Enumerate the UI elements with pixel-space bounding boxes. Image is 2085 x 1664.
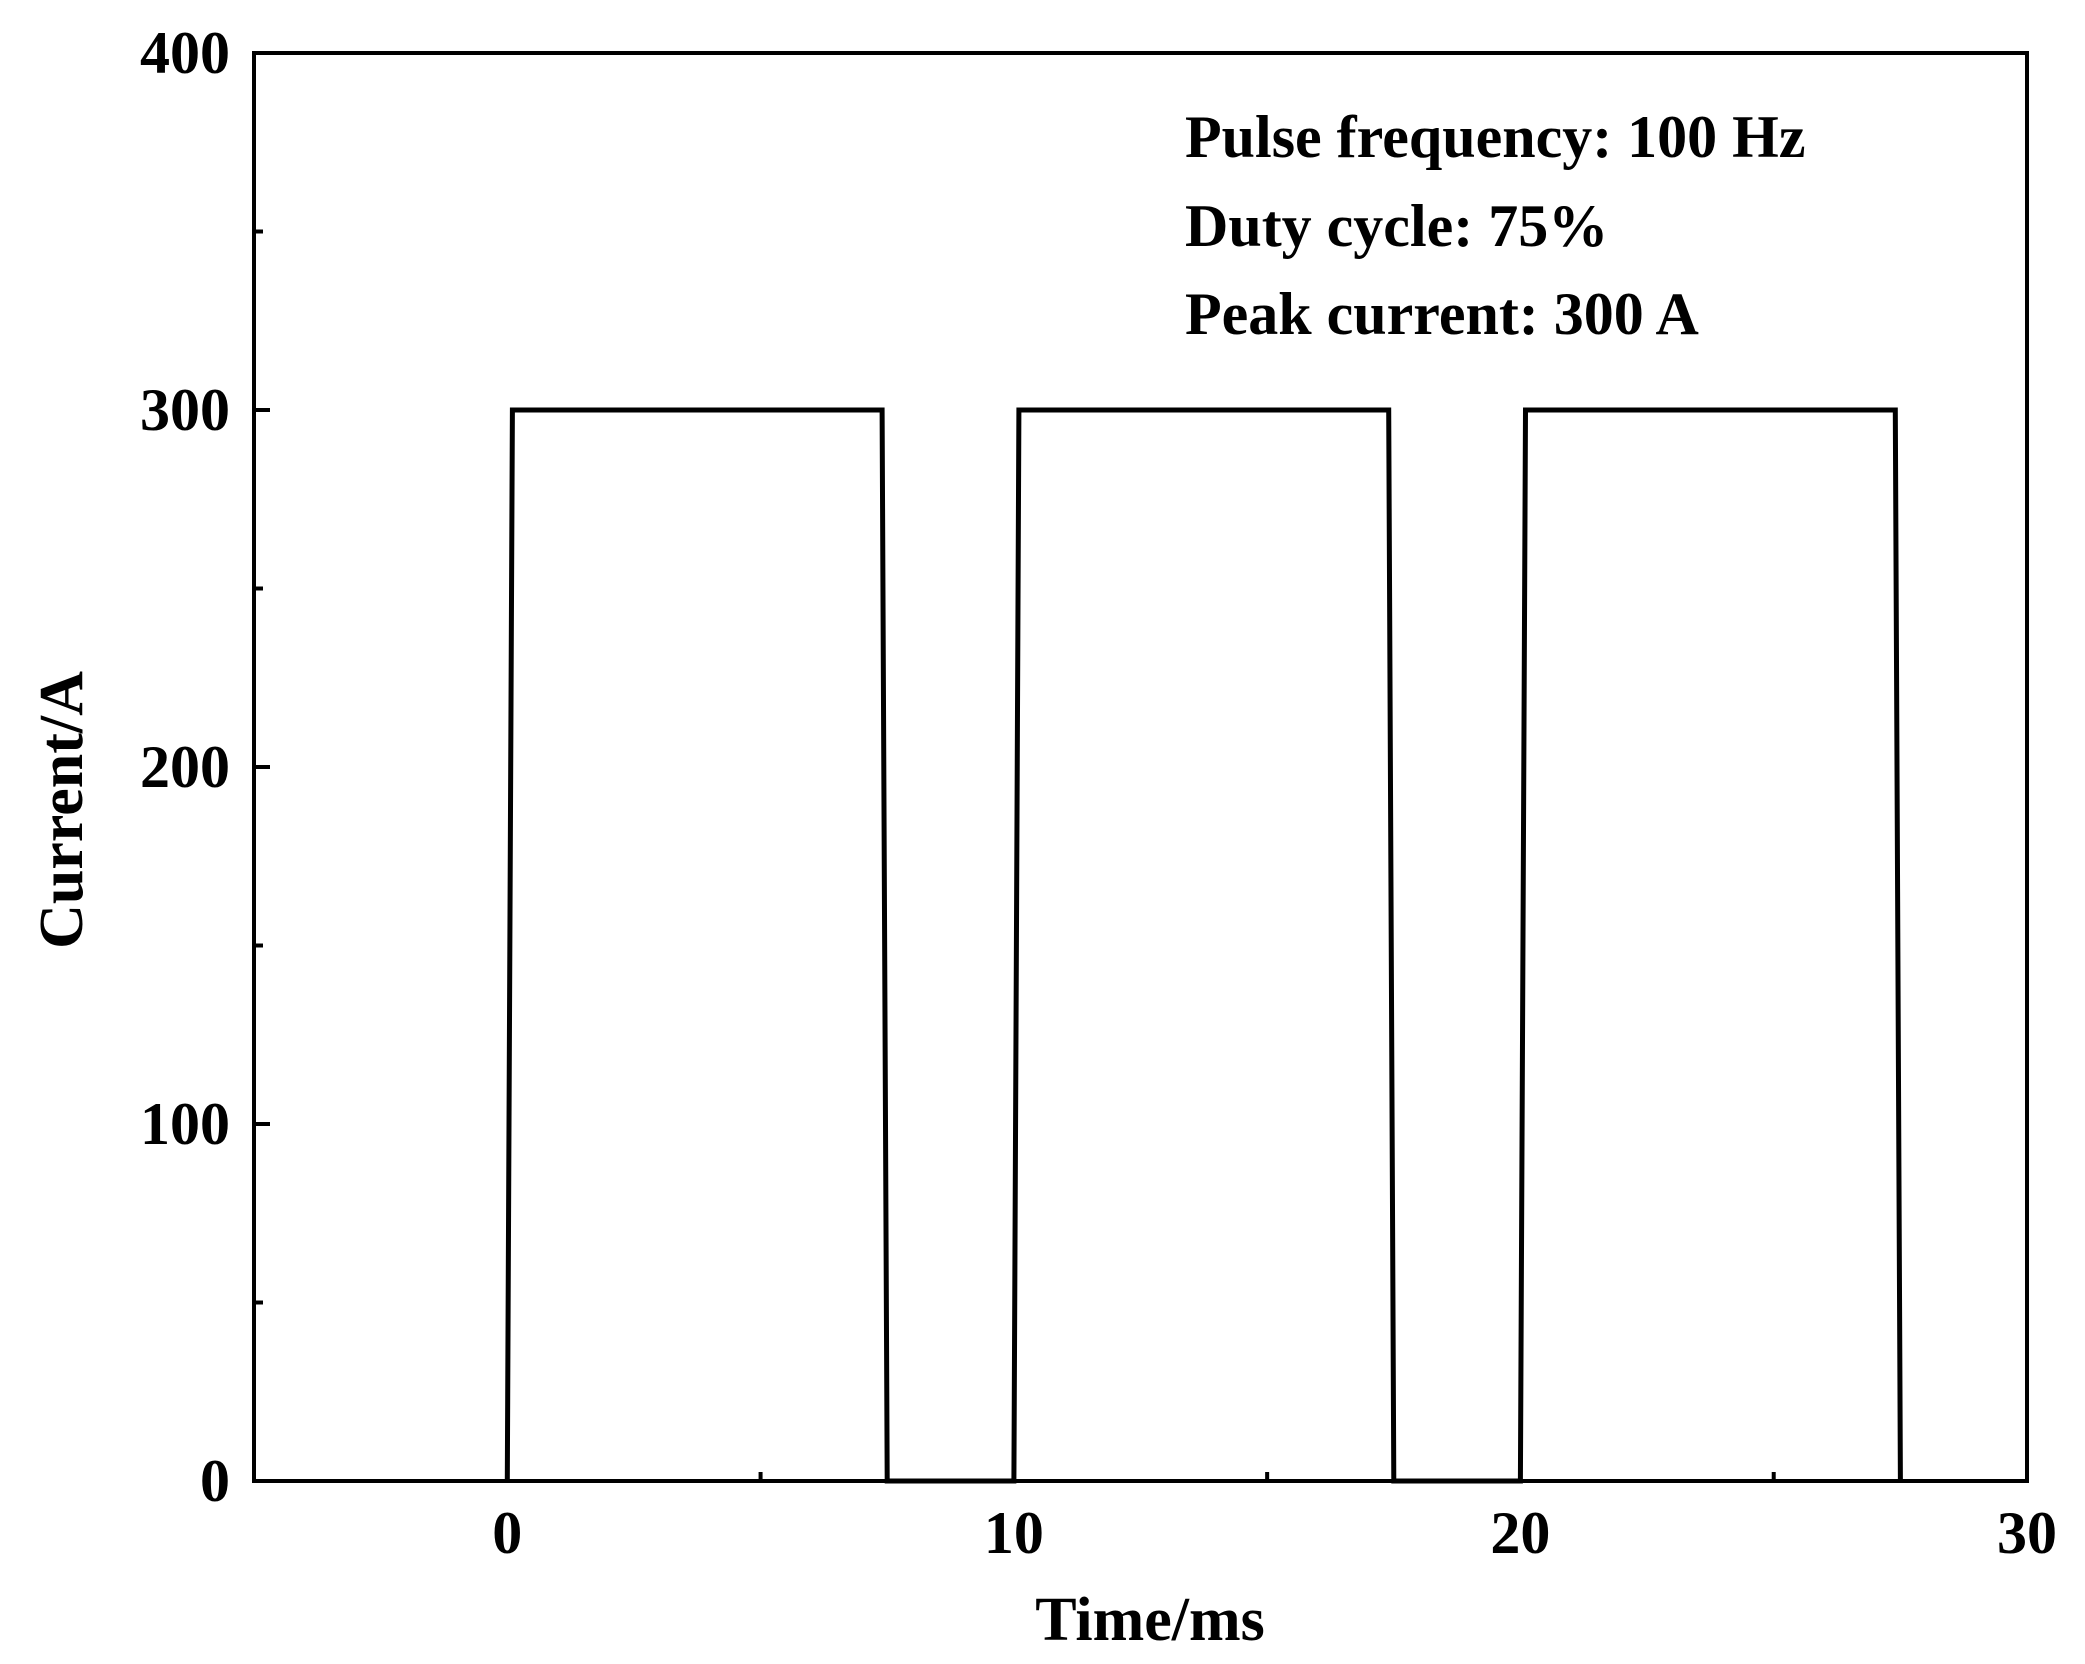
series-line-0 (504, 407, 1903, 1484)
y-tick-label: 400 (140, 20, 230, 86)
x-tick-label: 10 (984, 1500, 1044, 1566)
annotation-duty-cycle: Duty cycle: 75% (1185, 193, 1608, 259)
y-tick-label: 300 (140, 377, 230, 443)
x-tick-label: 30 (1997, 1500, 2057, 1566)
x-tick-label: 0 (492, 1500, 522, 1566)
y-tick-label: 0 (200, 1448, 230, 1514)
y-axis-title: Current/A (28, 671, 96, 949)
plot-layer (504, 407, 1903, 1484)
x-tick-label: 20 (1490, 1500, 1550, 1566)
y-tick-label: 200 (140, 734, 230, 800)
x-axis-title: Time/ms (1035, 1586, 1265, 1654)
plot-frame (252, 51, 2029, 1483)
annotation-pulse-frequency: Pulse frequency: 100 Hz (1185, 104, 1805, 170)
annotation-peak-current: Peak current: 300 A (1185, 281, 1699, 347)
y-tick-label: 100 (140, 1091, 230, 1157)
annotation-block: Pulse frequency: 100 Hz Duty cycle: 75% … (1185, 104, 1805, 347)
